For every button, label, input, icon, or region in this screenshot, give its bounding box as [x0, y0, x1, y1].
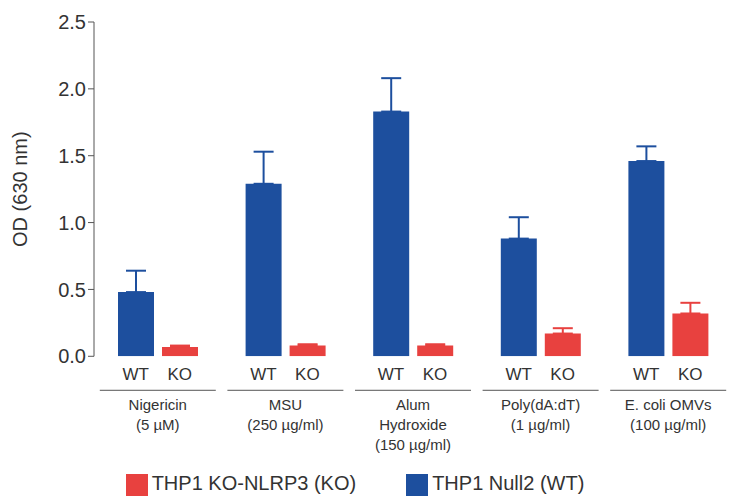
- svg-text:0.5: 0.5: [58, 279, 86, 301]
- svg-text:0.0: 0.0: [58, 345, 86, 367]
- svg-text:Alum: Alum: [396, 396, 430, 413]
- svg-text:KO: KO: [168, 365, 193, 384]
- svg-text:(1 µg/ml): (1 µg/ml): [511, 416, 570, 433]
- svg-text:1.5: 1.5: [58, 145, 86, 167]
- svg-text:(5 µM): (5 µM): [136, 416, 180, 433]
- html-text:THP1 Null2 (WT): THP1 Null2 (WT): [432, 472, 585, 495]
- svg-text:WT: WT: [378, 365, 404, 384]
- svg-text:(150 µg/ml): (150 µg/ml): [375, 436, 451, 453]
- svg-text:2.5: 2.5: [58, 11, 86, 33]
- svg-text:KO: KO: [423, 365, 448, 384]
- svg-text:WT: WT: [505, 365, 531, 384]
- svg-text:Hydroxide: Hydroxide: [379, 416, 447, 433]
- svg-text:(100 µg/ml): (100 µg/ml): [630, 416, 706, 433]
- svg-text:MSU: MSU: [269, 396, 302, 413]
- html-text:THP1 KO-NLRP3 (KO): THP1 KO-NLRP3 (KO): [151, 472, 357, 495]
- svg-text:Nigericin: Nigericin: [129, 396, 187, 413]
- svg-text:(250 µg/ml): (250 µg/ml): [247, 416, 323, 433]
- svg-text:E. coli OMVs: E. coli OMVs: [625, 396, 712, 413]
- svg-text:KO: KO: [678, 365, 703, 384]
- svg-text:Poly(dA:dT): Poly(dA:dT): [501, 396, 580, 413]
- svg-text:KO: KO: [295, 365, 320, 384]
- svg-text:2.0: 2.0: [58, 78, 86, 100]
- svg-text:KO: KO: [550, 365, 575, 384]
- svg-text:WT: WT: [123, 365, 149, 384]
- svg-text:WT: WT: [633, 365, 659, 384]
- svg-text:WT: WT: [250, 365, 276, 384]
- svg-text:1.0: 1.0: [58, 212, 86, 234]
- svg-text:OD (630 nm): OD (630 nm): [9, 131, 31, 247]
